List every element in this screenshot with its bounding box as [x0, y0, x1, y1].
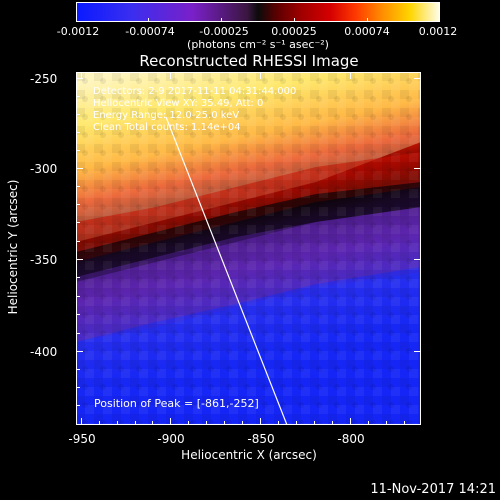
limb-line: [165, 116, 288, 425]
colorbar-tick-label: -0.00074: [125, 25, 175, 38]
y-tick-label: -250: [30, 72, 58, 86]
info-energy: Energy Range: 12.0-25.0 keV: [93, 110, 240, 121]
info-counts: Clean Total counts: 1.14e+04: [93, 122, 241, 133]
colorbar-tick-label: -0.00025: [199, 25, 249, 38]
rhessi-image: [76, 72, 421, 425]
x-tick-label: -800: [337, 432, 365, 446]
info-detectors: Detectors: 2-9 2017-11-11 04:31:44.000: [93, 86, 297, 97]
plot-timestamp: 11-Nov-2017 14:21: [370, 482, 496, 497]
colorbar-units: (photons cm⁻² s⁻¹ asec⁻²): [187, 38, 329, 51]
y-tick-label: -400: [30, 345, 58, 359]
x-tick-label: -950: [68, 432, 96, 446]
peak-position-label: Position of Peak = [-861,-252]: [94, 397, 259, 410]
colorbar-tick-label: 0.00074: [344, 25, 390, 38]
y-axis-label: Heliocentric Y (arcsec): [6, 179, 20, 315]
rhessi-image-svg: [76, 72, 421, 425]
x-axis-label: Heliocentric X (arcsec): [181, 448, 317, 462]
x-tick-label: -900: [157, 432, 185, 446]
colorbar-tick-label: -0.0012: [56, 25, 100, 38]
y-tick-label: -300: [30, 162, 58, 176]
plot-title: Reconstructed RHESSI Image: [139, 52, 359, 70]
info-view: Heliocentric View XY: 35.49, Att: 0: [93, 98, 264, 109]
x-tick-label: -850: [247, 432, 275, 446]
colorbar-tick-label: 0.0012: [418, 25, 458, 38]
colorbar-tick-label: 0.00025: [271, 25, 317, 38]
y-tick-label: -350: [30, 253, 58, 267]
colorbar: [76, 2, 440, 22]
